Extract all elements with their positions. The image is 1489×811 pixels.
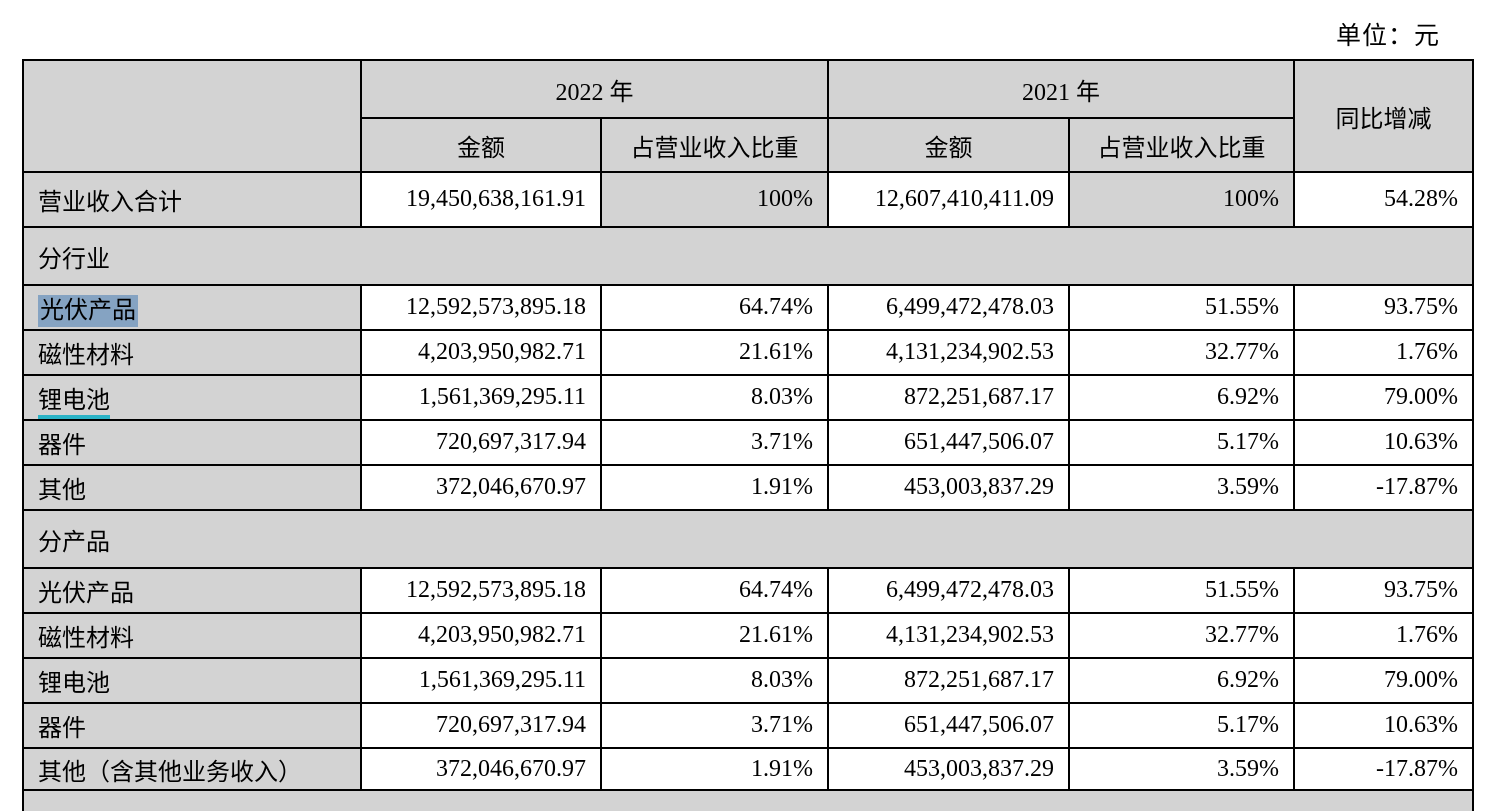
table-row: 锂电池 1,561,369,295.11 8.03% 872,251,687.1… — [22, 374, 1474, 421]
cell-amount-2021: 872,251,687.17 — [827, 657, 1070, 704]
cell-amount-2022: 372,046,670.97 — [360, 747, 602, 791]
cell-amount-2022: 12,592,573,895.18 — [360, 567, 602, 614]
section-title-cutoff — [22, 789, 1474, 811]
cell-share-2021: 5.17% — [1068, 419, 1295, 466]
section-title: 分行业 — [22, 226, 1474, 286]
unit-label: 单位：元 — [1335, 23, 1440, 50]
cell-amount-2021: 12,607,410,411.09 — [827, 171, 1070, 228]
header-corner-cell — [22, 59, 362, 173]
revenue-table-wrap: 2022 年 2021 年 同比增减 金额 占营业收入比重 金额 占营业收入比重… — [22, 59, 1474, 811]
cell-share-2021: 100% — [1068, 171, 1295, 228]
header-share-2021: 占营业收入比重 — [1068, 117, 1295, 173]
section-row-industry: 分行业 — [22, 226, 1474, 286]
cell-label: 器件 — [22, 702, 362, 749]
cell-share-2022: 8.03% — [600, 657, 829, 704]
header-amount-2022: 金额 — [360, 117, 602, 173]
cell-share-2021: 51.55% — [1068, 567, 1295, 614]
cell-yoy: 10.63% — [1293, 702, 1474, 749]
cell-amount-2021: 4,131,234,902.53 — [827, 329, 1070, 376]
cell-share-2021: 6.92% — [1068, 657, 1295, 704]
cell-label: 营业收入合计 — [22, 171, 362, 228]
cell-yoy: 54.28% — [1293, 171, 1474, 228]
table-row: 器件 720,697,317.94 3.71% 651,447,506.07 5… — [22, 419, 1474, 466]
table-row: 光伏产品 12,592,573,895.18 64.74% 6,499,472,… — [22, 284, 1474, 331]
cell-yoy: 93.75% — [1293, 284, 1474, 331]
cell-amount-2021: 6,499,472,478.03 — [827, 567, 1070, 614]
cell-amount-2022: 12,592,573,895.18 — [360, 284, 602, 331]
header-year-2022: 2022 年 — [360, 59, 829, 119]
cell-label: 磁性材料 — [22, 612, 362, 659]
section-title: 分产品 — [22, 509, 1474, 569]
cell-amount-2021: 651,447,506.07 — [827, 419, 1070, 466]
cell-yoy: 1.76% — [1293, 329, 1474, 376]
cell-yoy: 10.63% — [1293, 419, 1474, 466]
cell-label: 光伏产品 — [22, 284, 362, 331]
cell-share-2022: 64.74% — [600, 567, 829, 614]
header-row-measures: 金额 占营业收入比重 金额 占营业收入比重 — [23, 117, 1473, 173]
cell-share-2021: 3.59% — [1068, 747, 1295, 791]
cell-share-2022: 100% — [600, 171, 829, 228]
annotated-text: 锂电池 — [38, 388, 110, 418]
header-yoy: 同比增减 — [1293, 59, 1474, 173]
table-row: 光伏产品 12,592,573,895.18 64.74% 6,499,472,… — [22, 567, 1474, 614]
cell-amount-2022: 720,697,317.94 — [360, 419, 602, 466]
cell-amount-2021: 453,003,837.29 — [827, 464, 1070, 511]
cell-label: 磁性材料 — [22, 329, 362, 376]
cell-share-2021: 32.77% — [1068, 329, 1295, 376]
selected-text: 光伏产品 — [38, 295, 138, 327]
table-row: 磁性材料 4,203,950,982.71 21.61% 4,131,234,9… — [22, 329, 1474, 376]
cell-yoy: 93.75% — [1293, 567, 1474, 614]
cell-yoy: 1.76% — [1293, 612, 1474, 659]
cell-yoy: -17.87% — [1293, 747, 1474, 791]
cell-share-2022: 3.71% — [600, 419, 829, 466]
cell-label: 其他（含其他业务收入） — [22, 747, 362, 791]
cell-label: 锂电池 — [22, 657, 362, 704]
cell-share-2022: 1.91% — [600, 747, 829, 791]
table-row: 锂电池 1,561,369,295.11 8.03% 872,251,687.1… — [22, 657, 1474, 704]
section-row-product: 分产品 — [22, 509, 1474, 569]
total-row: 营业收入合计 19,450,638,161.91 100% 12,607,410… — [22, 171, 1474, 228]
cell-amount-2022: 4,203,950,982.71 — [360, 612, 602, 659]
cell-amount-2021: 6,499,472,478.03 — [827, 284, 1070, 331]
cell-amount-2022: 720,697,317.94 — [360, 702, 602, 749]
table-row: 其他 372,046,670.97 1.91% 453,003,837.29 3… — [22, 464, 1474, 511]
cell-amount-2021: 872,251,687.17 — [827, 374, 1070, 421]
header-share-2022: 占营业收入比重 — [600, 117, 829, 173]
cell-label: 其他 — [22, 464, 362, 511]
section-row-cutoff — [22, 789, 1474, 811]
table-row: 其他（含其他业务收入） 372,046,670.97 1.91% 453,003… — [22, 747, 1474, 791]
cell-share-2022: 1.91% — [600, 464, 829, 511]
cell-share-2022: 3.71% — [600, 702, 829, 749]
cell-share-2021: 51.55% — [1068, 284, 1295, 331]
cell-share-2021: 5.17% — [1068, 702, 1295, 749]
cell-yoy: 79.00% — [1293, 657, 1474, 704]
cell-amount-2021: 453,003,837.29 — [827, 747, 1070, 791]
cell-share-2022: 64.74% — [600, 284, 829, 331]
cell-label: 光伏产品 — [22, 567, 362, 614]
header-year-2021: 2021 年 — [827, 59, 1295, 119]
revenue-table: 2022 年 2021 年 同比增减 金额 占营业收入比重 金额 占营业收入比重… — [22, 59, 1474, 811]
cell-amount-2022: 372,046,670.97 — [360, 464, 602, 511]
table-row: 磁性材料 4,203,950,982.71 21.61% 4,131,234,9… — [22, 612, 1474, 659]
cell-share-2022: 21.61% — [600, 612, 829, 659]
cell-amount-2021: 4,131,234,902.53 — [827, 612, 1070, 659]
table-row: 器件 720,697,317.94 3.71% 651,447,506.07 5… — [22, 702, 1474, 749]
cell-share-2022: 8.03% — [600, 374, 829, 421]
cell-amount-2022: 4,203,950,982.71 — [360, 329, 602, 376]
header-row-years: 2022 年 2021 年 同比增减 — [22, 59, 1474, 173]
cell-amount-2022: 1,561,369,295.11 — [360, 374, 602, 421]
cell-share-2021: 32.77% — [1068, 612, 1295, 659]
cell-share-2021: 6.92% — [1068, 374, 1295, 421]
cell-share-2022: 21.61% — [600, 329, 829, 376]
cell-yoy: 79.00% — [1293, 374, 1474, 421]
cell-yoy: -17.87% — [1293, 464, 1474, 511]
cell-label: 器件 — [22, 419, 362, 466]
cell-amount-2022: 19,450,638,161.91 — [360, 171, 602, 228]
cell-amount-2022: 1,561,369,295.11 — [360, 657, 602, 704]
cell-share-2021: 3.59% — [1068, 464, 1295, 511]
cell-label: 锂电池 — [22, 374, 362, 421]
cell-amount-2021: 651,447,506.07 — [827, 702, 1070, 749]
header-amount-2021: 金额 — [827, 117, 1070, 173]
